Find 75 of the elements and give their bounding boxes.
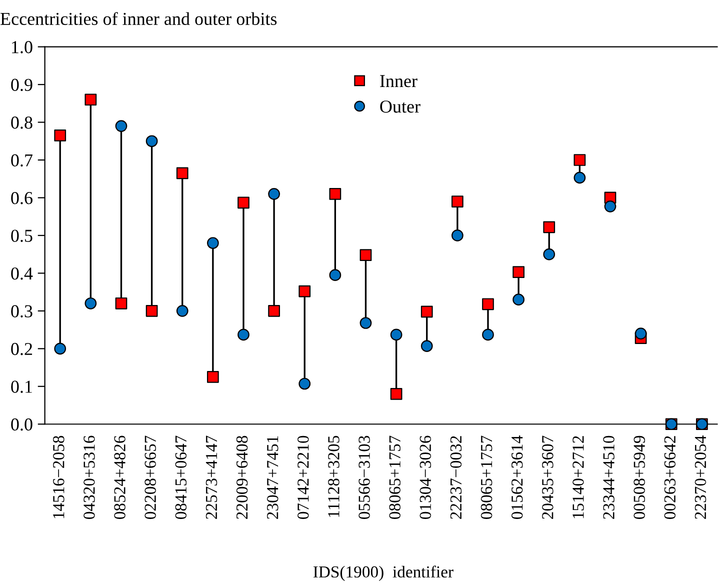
chart-title: Eccentricities of inner and outer orbits: [0, 12, 277, 25]
point: [268, 304, 280, 317]
point: [574, 154, 586, 166]
x-tick-label: 22009+6408: [236, 436, 248, 519]
point: [115, 297, 128, 310]
point: [206, 237, 219, 249]
point: [390, 328, 402, 341]
point: [84, 297, 97, 310]
y-tick-label: 0.3: [11, 305, 32, 318]
x-tick-label: 23047+7451: [266, 436, 278, 519]
point: [543, 221, 556, 234]
point: [634, 328, 647, 340]
x-tick-label: 00508+5949: [634, 436, 645, 519]
point: [206, 371, 219, 383]
legend-label: Outer: [380, 100, 420, 113]
x-tick-label: 01562+3614: [511, 435, 523, 519]
x-tick-label: 01304−3026: [420, 436, 432, 519]
y-tick-label: 0.6: [11, 192, 32, 204]
y-tick-label: 0.9: [11, 78, 32, 92]
point: [146, 135, 158, 148]
point: [482, 298, 494, 310]
point: [298, 285, 311, 298]
point: [512, 294, 524, 306]
x-tick-label: 08065+1757: [389, 436, 400, 519]
point: [451, 196, 464, 208]
x-tick-label: 07142+2210: [298, 436, 309, 519]
point: [360, 317, 372, 329]
y-tick-label: 0.2: [11, 342, 32, 356]
point: [146, 304, 158, 317]
x-tick-label: 08415+0647: [175, 436, 187, 519]
legend-label: Inner: [380, 75, 418, 88]
point: [420, 306, 433, 318]
point: [543, 248, 556, 260]
x-tick-label: 11128+3205: [328, 436, 340, 517]
x-tick-label: 22573+4147: [206, 436, 218, 519]
point: [54, 342, 66, 355]
point: [238, 196, 250, 209]
y-tick-label: 1.0: [12, 41, 32, 54]
point: [604, 200, 616, 212]
point: [360, 249, 372, 262]
x-tick-label: 08524+4826: [114, 436, 126, 519]
x-tick-label: 14516−2058: [53, 436, 64, 518]
point: [420, 340, 433, 352]
point: [54, 130, 66, 142]
x-tick-label: 23344+4510: [603, 436, 614, 519]
point: [482, 328, 494, 341]
point: [115, 120, 128, 132]
point: [512, 266, 524, 278]
x-tick-label: 00263+6642: [664, 436, 676, 519]
x-tick-label: 05566−3103: [358, 436, 370, 519]
point: [390, 388, 402, 400]
x-tick-label: 15140+2712: [572, 436, 584, 518]
y-tick-label: 0.0: [11, 418, 32, 431]
x-axis-title: IDS(1900) identifier: [313, 566, 454, 581]
point: [574, 172, 586, 184]
point: [176, 167, 188, 180]
point: [176, 304, 188, 317]
point: [84, 94, 97, 106]
y-tick-label: 0.1: [11, 380, 32, 393]
point: [238, 328, 250, 341]
y-tick-label: 0.8: [11, 116, 32, 129]
y-tick-label: 0.4: [11, 267, 33, 280]
point: [329, 269, 342, 282]
x-tick-label: 22237−0032: [450, 436, 462, 519]
point: [268, 188, 280, 200]
y-tick-label: 0.7: [11, 154, 32, 167]
y-tick-label: 0.5: [11, 230, 32, 242]
point: [298, 378, 311, 390]
x-tick-label: 02208+6657: [144, 436, 156, 519]
point: [451, 230, 464, 242]
x-tick-label: 04320+5316: [84, 436, 95, 519]
x-tick-label: 22370+2054: [694, 435, 706, 519]
x-tick-label: 20435+3607: [542, 436, 554, 519]
x-tick-label: 08065+1757: [480, 436, 492, 519]
point: [329, 188, 342, 200]
